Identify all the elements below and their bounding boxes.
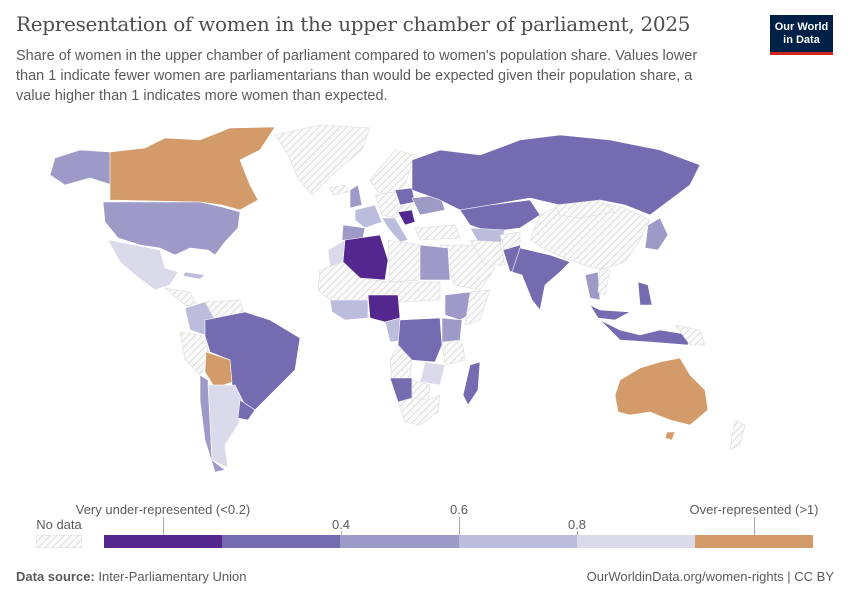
country-vietnam[interactable] [597,267,611,296]
country-kenya[interactable] [441,317,463,343]
country-mongolia[interactable] [554,199,616,219]
country-west-africa[interactable] [329,299,369,321]
legend-tick-0.8: 0.8 [567,517,587,532]
country-india[interactable] [511,247,571,311]
country-malaysia[interactable] [589,304,632,321]
country-central-america[interactable] [163,287,199,309]
country-iran[interactable] [469,239,506,266]
legend-bin[interactable] [576,535,695,548]
chart-title: Representation of women in the upper cha… [16,12,691,36]
legend-low-label: Very under-represented (<0.2) [75,502,251,517]
country-png[interactable] [674,324,706,346]
country-thailand[interactable] [584,271,601,301]
country-south-africa[interactable] [397,394,441,426]
country-kazakhstan[interactable] [459,199,541,233]
legend-tick-0.4: 0.4 [331,517,351,532]
legend-bin[interactable] [104,535,223,548]
country-nigeria[interactable] [367,294,401,323]
country-namibia[interactable] [389,377,413,403]
legend-high-pointer [754,517,755,535]
legend-high-label: Over-represented (>1) [689,502,819,517]
legend-no-data-label: No data [36,517,82,532]
chart-subtitle: Share of women in the upper chamber of p… [16,48,698,104]
country-australia[interactable] [614,357,709,426]
country-indonesia[interactable] [599,319,691,346]
data-source-label: Data source: [16,569,95,584]
country-usa[interactable] [102,201,241,256]
country-canada[interactable] [109,126,276,211]
legend-no-data-swatch [36,535,82,548]
footer-url[interactable]: OurWorldinData.org/women-rights | CC BY [586,569,834,584]
country-japan[interactable] [644,217,669,251]
data-source-value: Inter-Parliamentary Union [98,569,247,584]
data-source: Data source: Inter-Parliamentary Union [16,569,247,584]
logo-line1: Our World [774,20,829,33]
country-uruguay[interactable] [237,399,256,421]
country-greenland[interactable] [274,124,371,196]
country-turkey[interactable] [414,224,461,241]
country-tasmania[interactable] [664,431,676,441]
country-iceland[interactable] [329,184,349,196]
legend-bin[interactable] [340,535,459,548]
legend-tick-line [459,517,460,548]
legend-low-pointer [163,517,164,535]
legend-bin[interactable] [222,535,341,548]
country-argentina[interactable] [207,384,246,469]
country-egypt[interactable] [419,244,451,281]
country-new-zealand[interactable] [729,419,746,451]
country-sahel[interactable] [317,261,441,303]
country-scandinavia[interactable] [369,149,416,196]
country-france[interactable] [354,204,383,229]
logo-line2: in Data [783,33,820,46]
country-madagascar[interactable] [462,361,481,406]
world-map[interactable] [0,115,850,495]
country-russia[interactable] [411,134,701,216]
legend-bin[interactable] [458,535,577,548]
country-mexico[interactable] [107,239,179,291]
country-tanzania[interactable] [441,339,466,366]
legend-tick-0.6: 0.6 [449,502,469,517]
legend-bin[interactable] [695,535,814,548]
country-cuba[interactable] [182,271,206,280]
country-philippines[interactable] [637,281,653,306]
country-italy[interactable] [381,217,409,243]
country-alaska[interactable] [49,149,113,186]
owid-logo[interactable]: Our World in Data [770,15,833,55]
country-balkans[interactable] [397,209,416,226]
country-zambia[interactable] [419,361,446,386]
legend: Very under-represented (<0.2) 0.6 0.4 0.… [0,495,850,565]
country-uk[interactable] [349,184,363,209]
country-libya[interactable] [387,239,421,283]
country-somalia[interactable] [464,289,491,326]
